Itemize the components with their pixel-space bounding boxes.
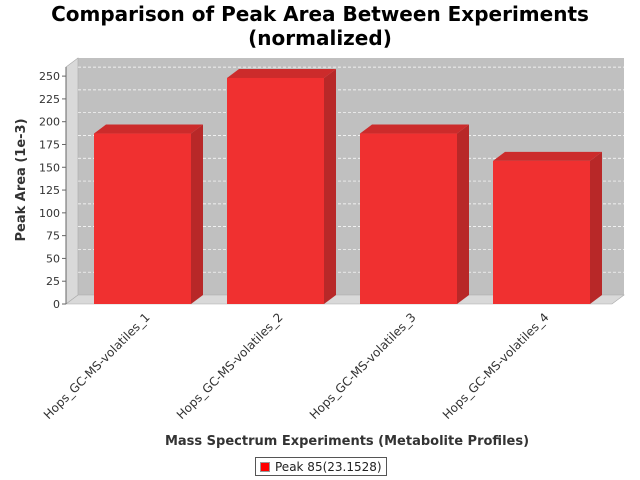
chart-title: Comparison of Peak Area Between Experime… xyxy=(0,2,640,50)
bar-side xyxy=(191,124,203,305)
bar xyxy=(493,160,590,304)
y-tick-label: 175 xyxy=(39,138,60,151)
x-tick-label: Hops_GC-MS-volatiles_3 xyxy=(307,310,419,422)
y-tick-label: 75 xyxy=(46,230,60,243)
x-tick-label: Hops_GC-MS-volatiles_1 xyxy=(41,310,153,422)
bar-top xyxy=(94,124,203,134)
y-tick-label: 0 xyxy=(53,298,60,311)
bar xyxy=(94,133,191,304)
y-axis: 0 25 50 75 100 125 150 175 200 225 250 xyxy=(39,67,67,311)
x-tick-label: Hops_GC-MS-volatiles_4 xyxy=(440,310,552,422)
plot-left-wall xyxy=(65,57,79,305)
legend-swatch xyxy=(260,461,270,472)
bar-side xyxy=(324,68,336,304)
y-tick-label: 100 xyxy=(39,207,60,220)
x-tick-label: Hops_GC-MS-volatiles_2 xyxy=(174,310,286,422)
bar-top xyxy=(360,124,469,134)
chart-title-line-1: Comparison of Peak Area Between Experime… xyxy=(51,2,589,26)
bar-side xyxy=(590,151,602,304)
bars xyxy=(94,68,602,305)
bar xyxy=(360,133,457,304)
bar-top xyxy=(493,151,602,161)
y-axis-label: Peak Area (1e-3) xyxy=(14,118,29,241)
y-tick-label: 150 xyxy=(39,161,60,174)
legend-label: Peak 85(23.1528) xyxy=(275,459,382,474)
bar-side xyxy=(457,124,469,305)
y-tick-label: 25 xyxy=(46,275,60,288)
x-axis-label: Mass Spectrum Experiments (Metabolite Pr… xyxy=(165,434,529,449)
y-tick-label: 250 xyxy=(39,70,60,83)
bar-top xyxy=(227,68,336,78)
y-tick-label: 225 xyxy=(39,93,60,106)
y-tick-label: 50 xyxy=(46,252,60,265)
x-axis: Hops_GC-MS-volatiles_1 Hops_GC-MS-volatil… xyxy=(41,310,552,422)
legend: Peak 85(23.1528) xyxy=(255,457,387,476)
bar xyxy=(227,77,324,304)
chart-title-line-2: (normalized) xyxy=(248,26,392,50)
y-tick-label: 200 xyxy=(39,116,60,129)
y-tick-label: 125 xyxy=(39,184,60,197)
